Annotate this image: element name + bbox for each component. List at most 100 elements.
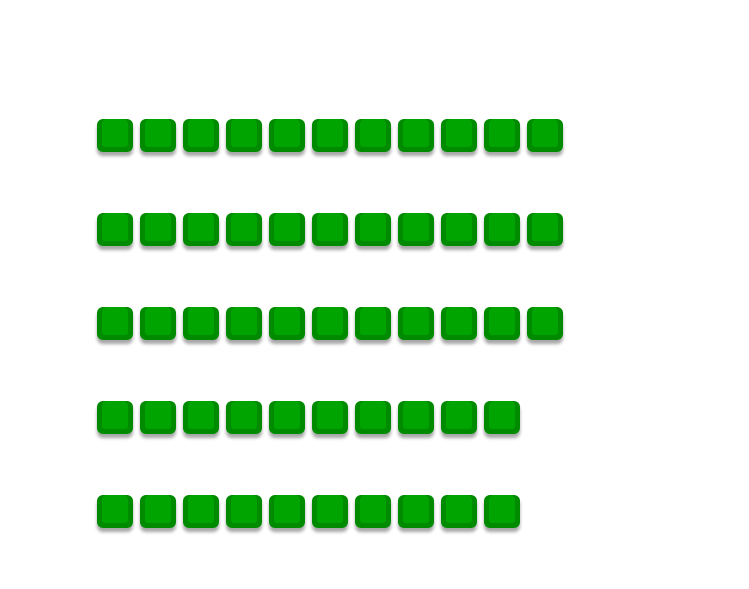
green-square-button-icon — [403, 213, 429, 241]
green-square-button[interactable] — [226, 119, 262, 152]
green-square-button[interactable] — [140, 307, 176, 340]
green-square-button[interactable] — [97, 495, 133, 528]
green-square-button-icon — [274, 307, 300, 335]
green-square-button[interactable] — [269, 495, 305, 528]
button-grid — [97, 119, 563, 589]
green-square-button[interactable] — [441, 307, 477, 340]
green-square-button[interactable] — [484, 119, 520, 152]
green-square-button-icon — [403, 495, 429, 523]
green-square-button-icon — [188, 213, 214, 241]
green-square-button[interactable] — [183, 495, 219, 528]
button-row — [97, 401, 563, 437]
green-square-button-icon — [102, 307, 128, 335]
green-square-button-icon — [532, 213, 558, 241]
green-square-button[interactable] — [398, 307, 434, 340]
green-square-button-icon — [317, 119, 343, 147]
green-square-button[interactable] — [398, 495, 434, 528]
green-square-button[interactable] — [398, 119, 434, 152]
green-square-button[interactable] — [312, 307, 348, 340]
green-square-button[interactable] — [312, 401, 348, 434]
green-square-button-icon — [231, 119, 257, 147]
green-square-button-icon — [532, 307, 558, 335]
green-square-button[interactable] — [269, 307, 305, 340]
green-square-button[interactable] — [269, 213, 305, 246]
button-row — [97, 119, 563, 155]
green-square-button[interactable] — [97, 119, 133, 152]
green-square-button-icon — [403, 307, 429, 335]
green-square-button[interactable] — [441, 213, 477, 246]
green-square-button[interactable] — [355, 213, 391, 246]
green-square-button-icon — [489, 119, 515, 147]
green-square-button-icon — [446, 307, 472, 335]
green-square-button-icon — [446, 119, 472, 147]
green-square-button-icon — [489, 401, 515, 429]
green-square-button[interactable] — [355, 495, 391, 528]
green-square-button[interactable] — [97, 401, 133, 434]
green-square-button[interactable] — [355, 307, 391, 340]
green-square-button-icon — [489, 307, 515, 335]
green-square-button-icon — [188, 401, 214, 429]
green-square-button[interactable] — [97, 213, 133, 246]
green-square-button-icon — [360, 307, 386, 335]
green-square-button-icon — [274, 401, 300, 429]
green-square-button-icon — [317, 213, 343, 241]
green-square-button[interactable] — [355, 401, 391, 434]
green-square-button[interactable] — [441, 495, 477, 528]
green-square-button[interactable] — [269, 401, 305, 434]
button-row — [97, 495, 563, 531]
green-square-button[interactable] — [183, 307, 219, 340]
green-square-button[interactable] — [527, 307, 563, 340]
green-square-button-icon — [489, 495, 515, 523]
green-square-button-icon — [145, 401, 171, 429]
green-square-button[interactable] — [269, 119, 305, 152]
green-square-button[interactable] — [183, 401, 219, 434]
green-square-button-icon — [188, 307, 214, 335]
green-square-button[interactable] — [226, 307, 262, 340]
green-square-button-icon — [446, 401, 472, 429]
green-square-button-icon — [102, 401, 128, 429]
green-square-button-icon — [446, 495, 472, 523]
green-square-button[interactable] — [484, 213, 520, 246]
green-square-button[interactable] — [226, 495, 262, 528]
green-square-button-icon — [489, 213, 515, 241]
green-square-button-icon — [360, 495, 386, 523]
green-square-button[interactable] — [183, 213, 219, 246]
green-square-button[interactable] — [226, 401, 262, 434]
green-square-button[interactable] — [484, 307, 520, 340]
green-square-button[interactable] — [140, 401, 176, 434]
button-row — [97, 307, 563, 343]
green-square-button[interactable] — [484, 401, 520, 434]
green-square-button-icon — [403, 119, 429, 147]
green-square-button-icon — [274, 119, 300, 147]
green-square-button-icon — [317, 307, 343, 335]
green-square-button[interactable] — [140, 213, 176, 246]
green-square-button-icon — [317, 401, 343, 429]
green-square-button[interactable] — [312, 119, 348, 152]
green-square-button[interactable] — [97, 307, 133, 340]
green-square-button[interactable] — [398, 401, 434, 434]
green-square-button[interactable] — [140, 119, 176, 152]
green-square-button-icon — [446, 213, 472, 241]
green-square-button[interactable] — [226, 213, 262, 246]
green-square-button-icon — [102, 213, 128, 241]
green-square-button-icon — [102, 495, 128, 523]
green-square-button[interactable] — [183, 119, 219, 152]
green-square-button-icon — [360, 119, 386, 147]
green-square-button-icon — [145, 213, 171, 241]
green-square-button[interactable] — [312, 213, 348, 246]
green-square-button[interactable] — [484, 495, 520, 528]
green-square-button-icon — [317, 495, 343, 523]
button-row — [97, 213, 563, 249]
green-square-button-icon — [188, 119, 214, 147]
green-square-button[interactable] — [527, 213, 563, 246]
green-square-button[interactable] — [355, 119, 391, 152]
green-square-button[interactable] — [312, 495, 348, 528]
green-square-button[interactable] — [140, 495, 176, 528]
green-square-button-icon — [231, 307, 257, 335]
green-square-button[interactable] — [441, 401, 477, 434]
green-square-button-icon — [403, 401, 429, 429]
green-square-button[interactable] — [527, 119, 563, 152]
green-square-button-icon — [231, 213, 257, 241]
green-square-button[interactable] — [398, 213, 434, 246]
green-square-button[interactable] — [441, 119, 477, 152]
